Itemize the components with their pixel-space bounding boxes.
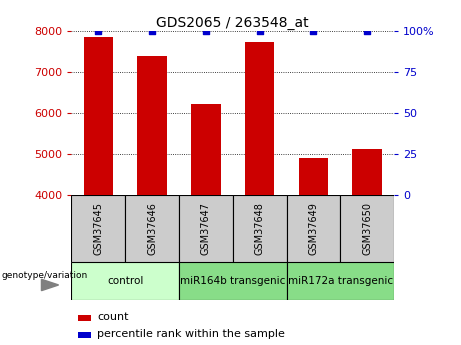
Bar [179,195,233,262]
Bar [287,195,340,262]
Bar [125,195,179,262]
Bar [287,262,394,300]
Text: GSM37645: GSM37645 [93,202,103,255]
Bar [71,195,125,262]
Polygon shape [41,279,59,290]
Bar [299,158,328,195]
Bar [340,195,394,262]
Bar [137,57,167,195]
Text: count: count [97,312,129,322]
Point [202,28,210,34]
Bar [233,195,287,262]
Text: GSM37649: GSM37649 [308,202,319,255]
Point [148,28,156,34]
Text: GSM37647: GSM37647 [201,202,211,255]
Text: GSM37650: GSM37650 [362,202,372,255]
Text: control: control [107,276,143,286]
Bar [83,37,113,195]
Title: GDS2065 / 263548_at: GDS2065 / 263548_at [156,16,309,30]
Bar [191,104,221,195]
Point [95,28,102,34]
Text: GSM37648: GSM37648 [254,202,265,255]
Bar [353,149,382,195]
Bar [245,42,274,195]
Bar [71,262,179,300]
Text: miR172a transgenic: miR172a transgenic [288,276,393,286]
Text: genotype/variation: genotype/variation [1,271,88,280]
Point [364,28,371,34]
Text: GSM37646: GSM37646 [147,202,157,255]
Point [256,28,263,34]
Text: miR164b transgenic: miR164b transgenic [180,276,285,286]
Text: percentile rank within the sample: percentile rank within the sample [97,329,285,339]
Point [310,28,317,34]
Bar [179,262,287,300]
Bar [78,315,91,321]
Bar [78,332,91,338]
